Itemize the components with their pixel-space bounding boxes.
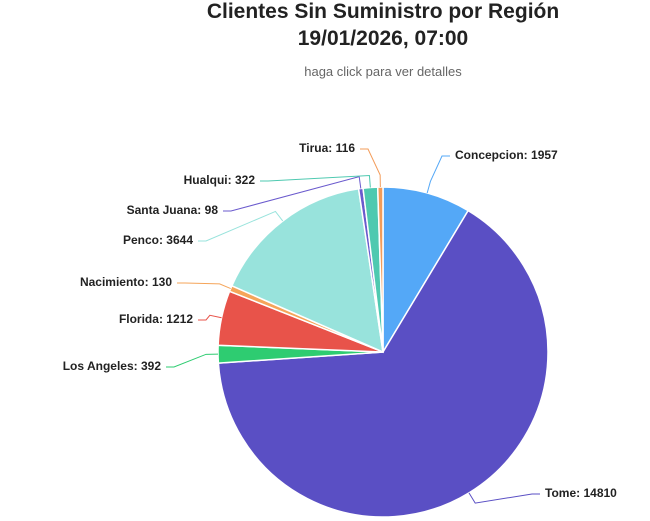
- leader-line: [223, 175, 362, 212]
- leader-line: [198, 210, 284, 242]
- data-label: Tome: 14810: [545, 486, 617, 500]
- data-label-sep: :: [159, 312, 166, 326]
- chart-title: Clientes Sin Suministro por Región: [207, 0, 559, 23]
- data-label: Tirua: 116: [299, 141, 355, 155]
- data-label-sep: :: [134, 359, 141, 373]
- data-label-name: Los Angeles: [63, 359, 134, 373]
- leader-line: [177, 282, 231, 289]
- data-label-value: 116: [336, 141, 356, 155]
- data-label: Nacimiento: 130: [80, 275, 172, 289]
- data-label-value: 14810: [583, 486, 617, 500]
- data-label-name: Florida: [119, 312, 159, 326]
- data-label: Florida: 1212: [119, 312, 193, 326]
- data-label-name: Hualqui: [184, 173, 228, 187]
- data-label-sep: :: [576, 486, 583, 500]
- data-label-name: Santa Juana: [127, 203, 198, 217]
- leader-line: [198, 314, 222, 321]
- data-label-name: Tome: [545, 486, 576, 500]
- data-label-name: Nacimiento: [80, 275, 145, 289]
- data-label-value: 1957: [531, 148, 558, 162]
- data-label: Santa Juana: 98: [127, 203, 219, 217]
- data-label-value: 3644: [166, 233, 193, 247]
- pie-slice[interactable]: [230, 187, 384, 354]
- data-label-value: 130: [152, 275, 172, 289]
- leader-line: [166, 353, 219, 368]
- data-label-sep: :: [328, 141, 335, 155]
- leader-line: [426, 155, 450, 194]
- data-label-sep: :: [159, 233, 166, 247]
- data-label-value: 98: [205, 203, 219, 217]
- pie-slice[interactable]: [382, 186, 470, 355]
- data-label: Los Angeles: 392: [63, 359, 162, 373]
- leader-line: [468, 492, 540, 504]
- data-label-name: Penco: [123, 233, 159, 247]
- leader-line: [360, 148, 381, 188]
- leader-line: [260, 174, 371, 188]
- data-label-sep: :: [197, 203, 204, 217]
- chart-title-date: 19/01/2026, 07:00: [298, 27, 468, 50]
- data-label-sep: :: [524, 148, 531, 162]
- data-label-name: Tirua: [299, 141, 328, 155]
- data-label: Concepcion: 1957: [455, 148, 558, 162]
- data-label-value: 322: [235, 173, 255, 187]
- data-label: Hualqui: 322: [184, 173, 256, 187]
- data-label-sep: :: [228, 173, 235, 187]
- data-label-value: 1212: [166, 312, 193, 326]
- data-label-sep: :: [145, 275, 152, 289]
- data-label-name: Concepcion: [455, 148, 524, 162]
- chart-subtitle: haga click para ver detalles: [304, 64, 462, 79]
- data-label-value: 392: [141, 359, 161, 373]
- data-label: Penco: 3644: [123, 233, 193, 247]
